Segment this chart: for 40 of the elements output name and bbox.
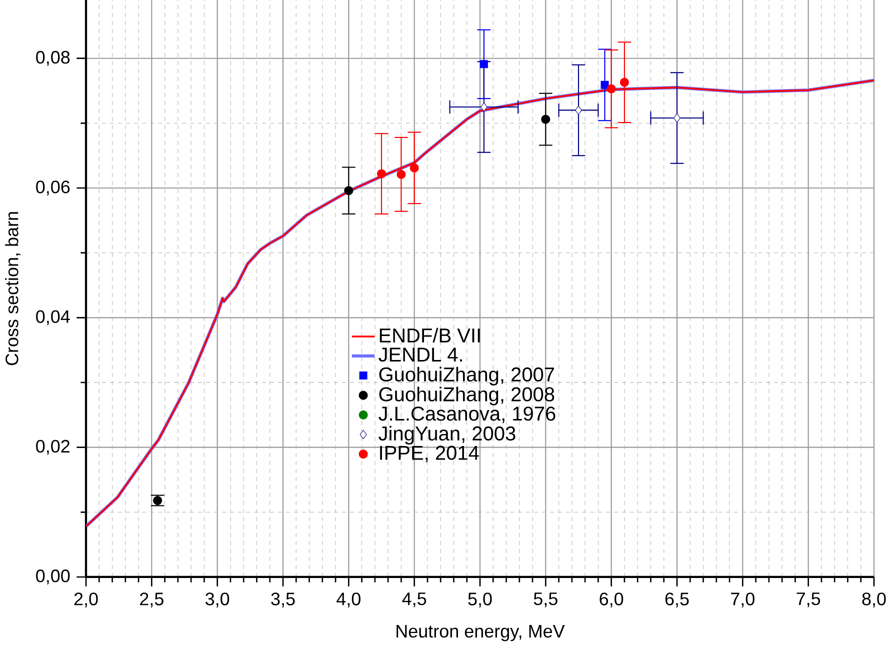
x-tick-label: 2,0 [74,592,98,608]
x-tick-label: 5,5 [534,592,558,608]
point [153,496,162,506]
point [480,60,488,68]
legend-label: JingYuan, 2003 [378,426,516,445]
point [480,102,488,112]
point [606,84,616,94]
point [600,80,609,89]
x-tick-label: 6,5 [665,592,689,608]
y-tick-label: 0,08 [36,50,70,66]
legend-label: IPPE, 2014 [380,446,479,462]
point [376,169,386,178]
x-tick-label: 7,5 [796,592,820,608]
point [575,106,582,115]
point [396,170,406,179]
point [674,113,680,123]
x-tick-label: 3,0 [206,592,230,608]
y-axis-title: Cross section, barn [5,212,20,366]
legend-label: GuohuiZhang, 2008 [379,386,554,406]
y-tick-label: 0,02 [36,440,70,455]
y-tick-label: 0,04 [36,310,70,326]
legend-label: ENDF/B VII [380,328,480,343]
point [410,163,419,172]
x-axis-title: Neutron energy, MeV [396,625,565,642]
x-tick-label: 3,5 [271,592,295,608]
x-tick-label: 6,0 [600,592,624,608]
x-tick-label: 4,0 [336,592,360,608]
point [541,114,550,124]
x-tick-label: 7,0 [731,592,754,608]
legend-label: GuohuiZhang, 2007 [379,366,554,386]
x-tick-label: 8,0 [862,592,886,608]
y-tick-label: 0,06 [36,180,70,196]
x-tick-label: 2,5 [140,592,164,608]
legend-label: JENDL 4. [378,348,462,362]
x-tick-label: 5,0 [468,592,492,608]
x-tick-label: 4,5 [402,592,426,608]
y-tick-label: 0,00 [36,570,70,584]
legend-label: J.L.Casanova, 1976 [378,406,556,424]
point [344,186,354,196]
point [620,78,629,87]
